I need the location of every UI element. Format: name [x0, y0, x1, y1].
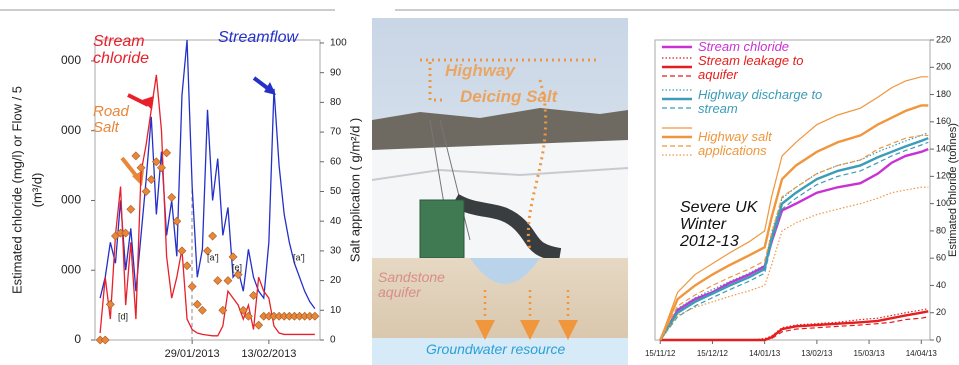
- x-tick-label: 14/04/13: [906, 349, 938, 358]
- y2-tick-label: 40: [330, 216, 342, 227]
- y-tick-label: 0: [74, 332, 81, 346]
- salt-marker: [311, 312, 319, 320]
- salt-marker: [106, 300, 114, 308]
- series-line: [660, 309, 928, 340]
- y2-tick-label: 90: [330, 67, 342, 78]
- diagram-label: Groundwater resource: [426, 342, 565, 357]
- series-line: [660, 317, 928, 340]
- y2-tick-label: 70: [330, 127, 342, 138]
- y-tick-label: 60: [936, 253, 946, 263]
- figure: 29/01/201313/02/201300000000000000102030…: [0, 0, 959, 365]
- diagram-label: Deicing Salt: [460, 88, 557, 106]
- salt-marker: [209, 232, 217, 240]
- y2-tick-label: 10: [330, 305, 342, 316]
- x-tick-label: 14/01/13: [749, 349, 781, 358]
- y-tick-label: 000: [61, 53, 81, 67]
- salt-marker: [229, 253, 237, 261]
- annotation: [a']: [293, 252, 305, 262]
- y-tick-label: 40: [936, 280, 946, 290]
- y2-tick-label: 100: [330, 38, 347, 49]
- y-tick-label: 000: [61, 193, 81, 207]
- salt-marker: [193, 300, 201, 308]
- y2-tick-label: 30: [330, 246, 342, 257]
- salt-marker: [127, 205, 135, 213]
- salt-marker: [198, 306, 206, 314]
- series-label: Road Salt: [93, 104, 149, 136]
- y-axis-label: (m³/d): [29, 173, 44, 208]
- y-tick-label: 220: [936, 34, 951, 44]
- x-tick-label: 15/12/12: [697, 349, 729, 358]
- x-tick-label: 15/03/13: [854, 349, 886, 358]
- plot-frame: [95, 40, 320, 340]
- y-tick-label: 000: [61, 123, 81, 137]
- salt-marker: [183, 262, 191, 270]
- y2-axis-label: Salt application ( g/m²/d ): [347, 118, 362, 263]
- annotation: Severe UK Winter 2012-13: [680, 200, 760, 250]
- y-tick-label: 000: [61, 262, 81, 276]
- salt-marker: [142, 187, 150, 195]
- series-label: Stream chloride: [93, 34, 163, 68]
- diagram-label: Highway: [445, 62, 515, 80]
- salt-marker: [168, 193, 176, 201]
- y-tick-label: 20: [936, 307, 946, 317]
- series-label: Streamflow: [218, 30, 308, 47]
- y2-tick-label: 80: [330, 97, 342, 108]
- annotation: [d]: [118, 311, 128, 321]
- y-tick-label: 200: [936, 62, 951, 72]
- salt-marker: [178, 247, 186, 255]
- legend-label: Highway discharge to stream: [698, 88, 826, 115]
- salt-marker: [255, 321, 263, 329]
- x-tick-label: 13/02/13: [801, 349, 833, 358]
- salt-marker: [163, 149, 171, 157]
- diagram-label: Sandstone aquifer: [378, 270, 458, 299]
- x-tick-label: 13/02/2013: [241, 348, 296, 360]
- salt-marker: [157, 164, 165, 172]
- y-axis-label: Estimated chloride (mg/l) or Flow / 5: [9, 86, 24, 294]
- y2-tick-label: 50: [330, 186, 342, 197]
- legend-label: Highway salt applications: [698, 130, 826, 157]
- annotation: [e]: [232, 262, 242, 272]
- salt-marker: [224, 277, 232, 285]
- y2-tick-label: 60: [330, 156, 342, 167]
- y-tick-label: 80: [936, 225, 946, 235]
- salt-marker: [214, 277, 222, 285]
- y-tick-label: 180: [936, 89, 951, 99]
- salt-marker: [101, 336, 109, 344]
- legend-label: Stream chloride: [698, 40, 826, 54]
- salt-marker: [132, 152, 140, 160]
- salt-marker: [188, 283, 196, 291]
- annotation: [a']: [207, 252, 219, 262]
- y2-tick-label: 20: [330, 275, 342, 286]
- x-tick-label: 29/01/2013: [165, 348, 220, 360]
- y2-tick-label: 0: [330, 335, 336, 346]
- x-tick-label: 15/11/12: [645, 349, 676, 358]
- y-axis-label: Estimated chloride (tonnes): [947, 123, 959, 257]
- y-tick-label: 0: [936, 334, 941, 344]
- legend-label: Stream leakage to aquifer: [698, 54, 826, 81]
